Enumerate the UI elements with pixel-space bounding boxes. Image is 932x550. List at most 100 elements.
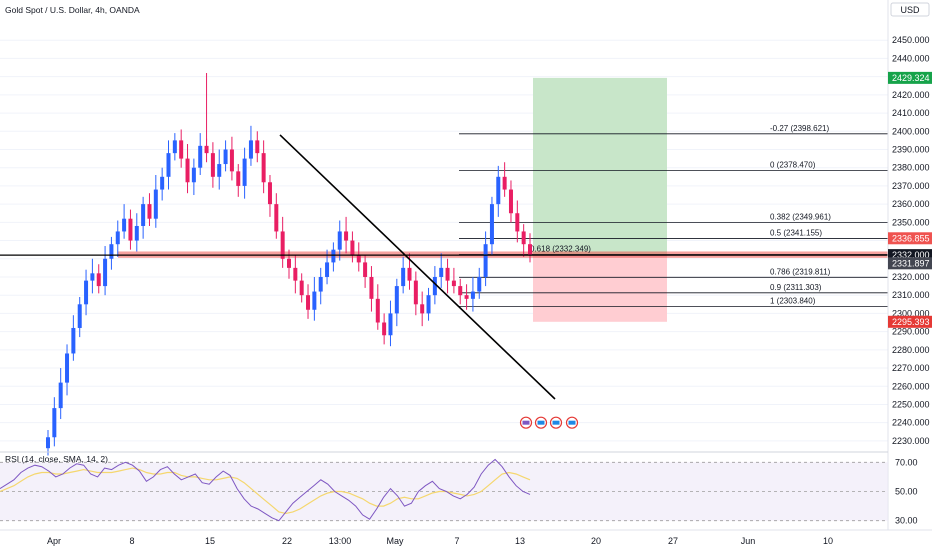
price-tag [888, 257, 932, 270]
candle-body [420, 304, 425, 314]
candle-body [185, 158, 190, 183]
rsi-label: RSI (14, close, SMA, 14, 2) [5, 454, 108, 464]
candle-body [134, 225, 139, 241]
candle-body [344, 231, 349, 241]
candle-body [489, 204, 494, 245]
candle-body [267, 182, 272, 205]
candle-body [248, 140, 253, 159]
fibonacci-retracement[interactable]: -0.27 (2398.621) 0 (2378.470) 0.382 (2349.… [459, 124, 888, 307]
candle-body [141, 204, 146, 226]
fib-level-label: 0.382 (2349.961) [770, 212, 831, 221]
candle-body [382, 322, 387, 336]
candle-body [331, 249, 336, 263]
chart-title: Gold Spot / U.S. Dollar, 4h, OANDA [5, 5, 140, 15]
price-tag [888, 232, 932, 245]
candle-body [166, 153, 171, 177]
candle-body [388, 313, 393, 336]
candle-body [508, 189, 513, 214]
y-tick-label: 2300.000 [892, 308, 930, 318]
candle-body [470, 291, 475, 299]
y-tick-label: 2410.000 [892, 108, 930, 118]
candle-body [439, 267, 444, 277]
y-tick-label: 2310.000 [892, 290, 930, 300]
rsi-tick-label: 50.00 [895, 487, 918, 497]
x-tick-label: 13 [515, 536, 525, 546]
economic-event-icons[interactable] [519, 416, 579, 429]
candle-body [502, 176, 507, 190]
candle-body [229, 149, 234, 172]
long-stop-zone[interactable] [533, 255, 667, 322]
y-tick-label: 2260.000 [892, 381, 930, 391]
price-candles [46, 72, 532, 456]
candle-body [191, 167, 196, 183]
price-tag [888, 315, 932, 328]
candle-body [242, 158, 247, 186]
candle-body [115, 231, 120, 245]
candle-body [109, 244, 114, 259]
candle-body [198, 145, 203, 168]
flag-icon [537, 420, 545, 425]
candle-body [407, 267, 412, 281]
currency-button[interactable] [890, 2, 930, 17]
candle-body [312, 291, 317, 310]
fib-level-label: 0.618 (2332.349) [530, 244, 591, 253]
rsi-line [0, 458, 531, 522]
y-tick-label: 2380.000 [892, 163, 930, 173]
candle-body [521, 231, 526, 245]
rsi-tick-label: 70.00 [895, 457, 918, 467]
price-tag-label: 2331.897 [892, 258, 930, 268]
fib-level-label: -0.27 (2398.621) [770, 124, 829, 133]
candle-body [477, 276, 482, 292]
fib-level-label: 0 (2378.470) [770, 160, 816, 169]
y-tick-label: 2240.000 [892, 418, 930, 428]
y-tick-label: 2440.000 [892, 53, 930, 63]
candle-body [483, 244, 488, 277]
candle-body [52, 408, 57, 438]
long-target-zone[interactable] [533, 77, 667, 256]
flag-icon [568, 420, 576, 425]
candle-body [464, 295, 469, 299]
x-tick-label: Jun [741, 536, 756, 546]
candle-body [280, 231, 285, 259]
candle-body [153, 189, 158, 219]
y-tick-label: 2350.000 [892, 217, 930, 227]
x-tick-label: 7 [454, 536, 459, 546]
candle-body [84, 280, 89, 305]
candle-body [363, 262, 368, 277]
rsi-axis: 30.00 50.00 70.00 [895, 457, 918, 525]
x-tick-label: Apr [47, 536, 61, 546]
flag-icon [552, 420, 560, 425]
y-tick-label: 2360.000 [892, 199, 930, 209]
fib-level-label: 0.786 (2319.811) [770, 267, 831, 276]
candle-body [458, 286, 463, 296]
flag-icon [522, 420, 530, 425]
candle-body [58, 382, 63, 409]
candle-body [128, 218, 133, 241]
candle-body [369, 276, 374, 299]
candle-body [528, 244, 532, 256]
grid-lines [0, 39, 888, 442]
candle-body [337, 231, 342, 250]
x-tick-label: 13:00 [329, 536, 352, 546]
candle-body [236, 171, 241, 186]
x-tick-label: 10 [823, 536, 833, 546]
candle-body [325, 262, 330, 277]
price-tag [888, 71, 932, 84]
price-tag-label: 2332.000 [892, 250, 930, 260]
rsi-tick-label: 30.00 [895, 516, 918, 526]
candle-body [223, 149, 228, 165]
x-tick-label: 15 [205, 536, 215, 546]
time-axis[interactable]: Apr 8 15 22 13:00 May 7 13 20 27 Jun 10 [47, 536, 833, 546]
candle-body [451, 280, 456, 287]
candle-body [160, 176, 165, 190]
downtrend-line[interactable] [279, 134, 556, 400]
candle-body [122, 218, 127, 232]
y-tick-label: 2400.000 [892, 126, 930, 136]
x-tick-label: 8 [129, 536, 134, 546]
candle-body [274, 204, 279, 232]
candle-body [445, 267, 450, 281]
price-tag-label: 2295.393 [892, 317, 930, 327]
candle-body [432, 276, 437, 296]
